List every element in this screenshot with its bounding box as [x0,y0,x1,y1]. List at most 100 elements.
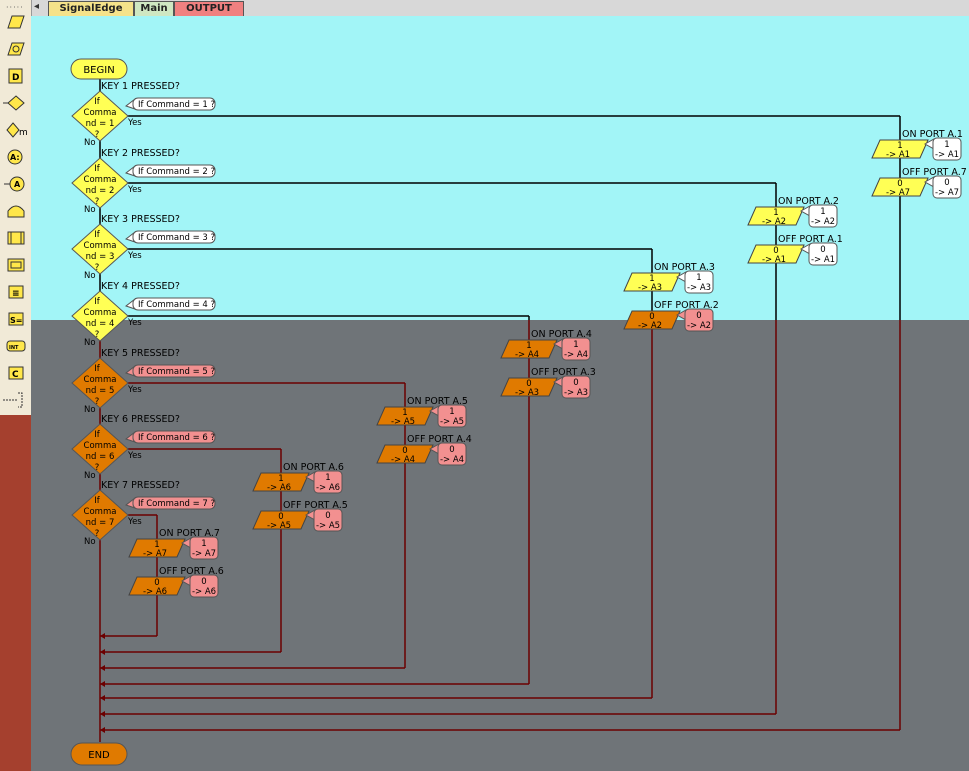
output-off-port[interactable]: OFF PORT A.50-> A50-> A5 [252,500,348,532]
tab-output[interactable]: OUTPUT [174,1,244,16]
note-target: -> A2 [687,321,711,331]
tab-main[interactable]: Main [134,1,174,16]
calc-icon[interactable]: A [4,176,25,192]
output-on-port-a6[interactable]: ON PORT A.61-> A61-> A6 [252,462,344,494]
output-value: 1 [402,408,407,418]
svg-text:If Command = 5 ?: If Command = 5 ? [138,367,215,377]
output-icon[interactable] [7,42,25,56]
note-value: 1 [573,340,578,350]
output-target: -> A2 [638,321,662,331]
svg-text:INT: INT [9,345,19,351]
output-on-port-a7[interactable]: ON PORT A.71-> A71-> A7 [128,528,220,560]
tab-signaledge[interactable]: SignalEdge [48,1,134,16]
decision-text: If [94,97,101,107]
output-off-port[interactable]: OFF PORT A.10-> A10-> A1 [747,234,843,266]
svg-text:A:: A: [10,153,20,162]
output-title: OFF PORT A.7 [902,167,967,178]
note-value: 0 [325,511,330,521]
decision-comment: If Command = 4 ? [124,297,216,311]
output-target: -> A7 [886,188,910,198]
decision-text: Comma [84,241,117,251]
end-terminator[interactable]: END [70,742,128,766]
output-title: OFF PORT A.2 [654,300,719,311]
decision-title: KEY 2 PRESSED? [101,148,180,159]
key-icon[interactable]: m [6,122,28,138]
output-on-port-a2[interactable]: ON PORT A.21-> A21-> A2 [747,196,839,228]
input-icon[interactable] [7,15,25,29]
svg-text:If Command = 3 ?: If Command = 3 ? [138,233,215,243]
output-off-port[interactable]: OFF PORT A.60-> A60-> A6 [128,566,224,598]
decision-title: KEY 7 PRESSED? [101,480,180,491]
end-label: END [88,750,110,761]
delay-icon[interactable]: D [8,68,23,84]
decision-text: Comma [84,175,117,185]
decision-text: ? [95,130,100,140]
no-label: No [84,471,96,481]
connector-icon[interactable] [3,392,23,408]
output-value: 0 [897,179,902,189]
output-off-port[interactable]: OFF PORT A.20-> A20-> A2 [623,300,719,332]
output-off-port[interactable]: OFF PORT A.40-> A40-> A4 [376,434,472,466]
yes-label: Yes [127,517,142,527]
no-label: No [84,205,96,215]
note-value: 1 [944,140,949,150]
decision-text: nd = 1 [86,119,115,129]
note-target: -> A2 [811,217,835,227]
note-target: -> A4 [440,455,464,465]
output-target: -> A3 [515,388,539,398]
output-on-port-a5[interactable]: ON PORT A.51-> A51-> A5 [376,396,468,428]
note-target: -> A6 [192,587,216,597]
comment-icon[interactable]: C [8,366,24,380]
svg-text:≡: ≡ [12,289,20,299]
output-value: 1 [526,341,531,351]
toolbox-grip[interactable]: ····· [6,3,24,12]
output-on-port-a3[interactable]: ON PORT A.31-> A31-> A3 [623,262,715,294]
loop-icon[interactable] [7,205,25,218]
output-off-port[interactable]: OFF PORT A.30-> A30-> A3 [500,367,596,399]
output-target: -> A2 [762,217,786,227]
svg-text:If Command = 4 ?: If Command = 4 ? [138,300,215,310]
note-value: 1 [449,407,454,417]
svg-text:S=: S= [10,316,22,325]
component-icon[interactable] [7,258,25,272]
decision-title: KEY 1 PRESSED? [101,81,180,92]
output-title: OFF PORT A.1 [778,234,843,245]
begin-terminator[interactable]: BEGIN [70,58,128,80]
interrupt-icon[interactable]: INT [6,340,26,352]
note-target: -> A7 [935,188,959,198]
svg-text:If Command = 2 ?: If Command = 2 ? [138,167,215,177]
svg-text:A: A [14,180,21,189]
tab-scroll-left-icon[interactable]: ◂ [34,1,40,12]
decision-text: If [94,496,101,506]
output-title: ON PORT A.4 [531,329,592,340]
string-icon[interactable]: ≡ [8,285,24,299]
assign-icon[interactable]: A: [7,149,23,165]
output-on-port-a1[interactable]: ON PORT A.11-> A11-> A1 [871,129,963,161]
decision-comment: If Command = 1 ? [124,97,216,111]
note-value: 1 [201,539,206,549]
svg-text:m: m [19,128,28,138]
output-value: 0 [526,379,531,389]
note-value: 0 [820,245,825,255]
output-off-port[interactable]: OFF PORT A.70-> A70-> A7 [871,167,967,199]
svg-text:If Command = 1 ?: If Command = 1 ? [138,100,215,110]
yes-label: Yes [127,385,142,395]
switch-icon[interactable]: S= [8,312,24,326]
output-title: ON PORT A.7 [159,528,220,539]
output-on-port-a4[interactable]: ON PORT A.41-> A41-> A4 [500,329,592,361]
output-value: 0 [278,512,283,522]
output-value: 0 [773,246,778,256]
macro-icon[interactable] [7,231,25,245]
note-target: -> A3 [687,283,711,293]
decision-text: nd = 6 [86,452,115,462]
decision-icon[interactable] [3,95,25,111]
